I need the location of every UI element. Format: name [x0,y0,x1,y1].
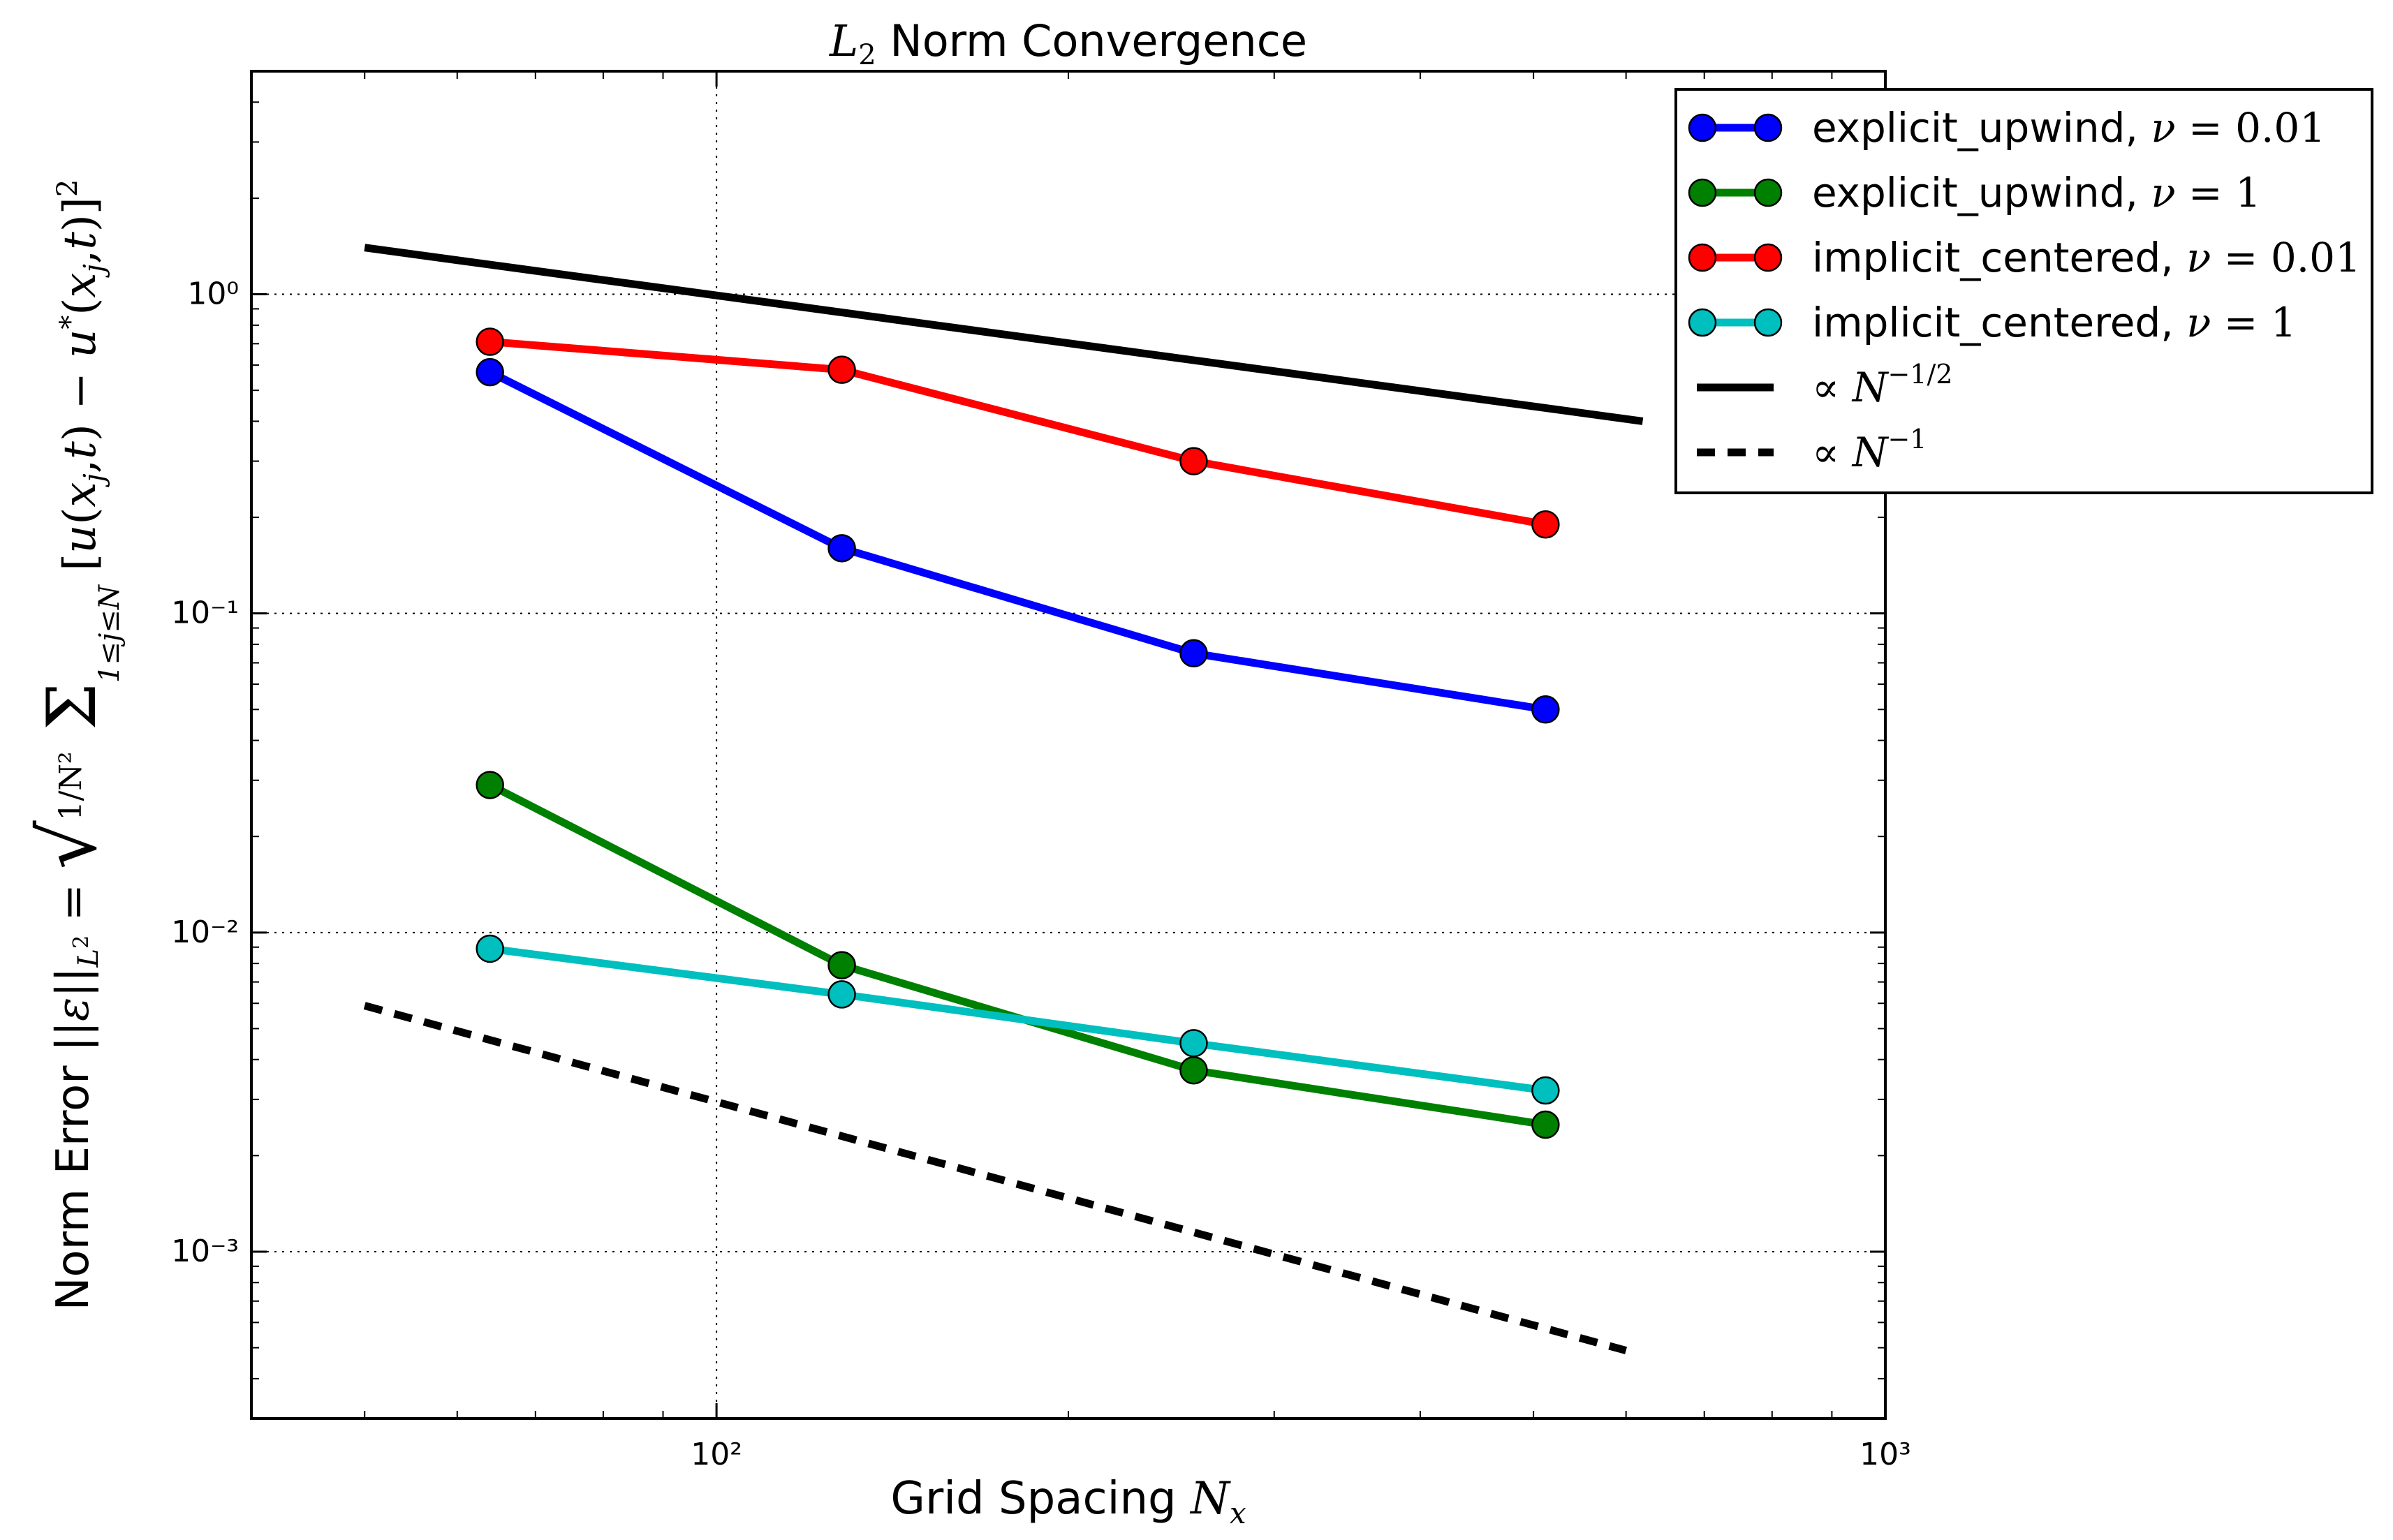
legend-label: implicit_centered, ν = 1 [1812,299,2297,346]
chart-title: L2 Norm Convergence [829,15,1307,71]
x-axis-label: Grid Spacing Nx [890,1473,1246,1530]
series-4 [364,244,1644,425]
data-point [827,980,856,1009]
series-line [363,1002,1628,1354]
legend-entry-2: implicit_centered, ν = 0.01 [1688,234,2361,281]
series-2 [476,327,1560,539]
data-point [1531,695,1560,724]
y-tick-label: 10⁰ [187,276,239,312]
data-point [476,771,504,799]
legend-label: ∝ N−1 [1812,424,1927,476]
x-tick-label: 10² [691,1437,742,1472]
legend-entry-4: ∝ N−1/2 [1697,359,1952,411]
legend-marker [1688,243,1717,272]
data-point [827,355,856,384]
series-5 [363,1002,1628,1354]
plot-area [250,70,1887,1420]
legend-box [1674,88,2373,494]
legend-entry-3: implicit_centered, ν = 1 [1688,299,2297,346]
legend-entry-5: ∝ N−1 [1697,424,1927,476]
series-line [488,781,1547,1129]
legend-marker [1753,113,1783,142]
data-point [1179,1056,1208,1085]
data-point [476,327,504,356]
legend-label: ∝ N−1/2 [1812,359,1952,411]
legend-marker [1688,113,1717,142]
data-point [476,357,504,387]
series-line [489,338,1547,528]
data-point [1179,1029,1208,1058]
data-point [827,951,856,979]
axis-ticks: 10² 10³ 10⁰ 10⁻¹ 10⁻² 10⁻³ [171,71,1911,1472]
legend-marker [1753,243,1783,272]
legend-label: explicit_upwind, ν = 1 [1812,169,2261,216]
data-series [363,244,1644,1354]
grid-lines [251,71,1885,1419]
legend-marker [1688,178,1717,207]
series-line [364,244,1644,425]
series-3 [476,934,1560,1105]
y-axis-label: Norm Error ||ε||L2 = √1/N² Σ1≤j≤N [u(xj,… [24,179,126,1311]
legend-label: explicit_upwind, ν = 0.01 [1812,104,2325,151]
series-line [489,945,1547,1095]
legend-label: implicit_centered, ν = 0.01 [1812,234,2361,281]
data-point [1531,1110,1560,1139]
data-point [1179,639,1208,668]
data-point [1179,447,1208,475]
x-tick-label: 10³ [1860,1437,1911,1472]
data-point [476,934,504,963]
series-0 [476,357,1560,724]
y-tick-label: 10⁻³ [171,1234,239,1269]
data-point [1531,510,1560,539]
series-line [488,369,1547,713]
y-tick-label: 10⁻¹ [171,595,239,631]
legend: explicit_upwind, ν = 0.01 explicit_upwind… [1674,88,2373,494]
legend-marker [1753,308,1783,337]
legend-entry-0: explicit_upwind, ν = 0.01 [1688,104,2325,151]
legend-marker [1753,178,1783,207]
y-tick-label: 10⁻² [171,915,239,950]
data-point [827,534,856,563]
legend-marker [1688,308,1717,337]
y-axis-label-text: Norm Error ||ε||L2 = √1/N² Σ1≤j≤N [u(xj,… [24,179,126,1311]
legend-entry-1: explicit_upwind, ν = 1 [1688,169,2261,216]
data-point [1531,1076,1560,1105]
